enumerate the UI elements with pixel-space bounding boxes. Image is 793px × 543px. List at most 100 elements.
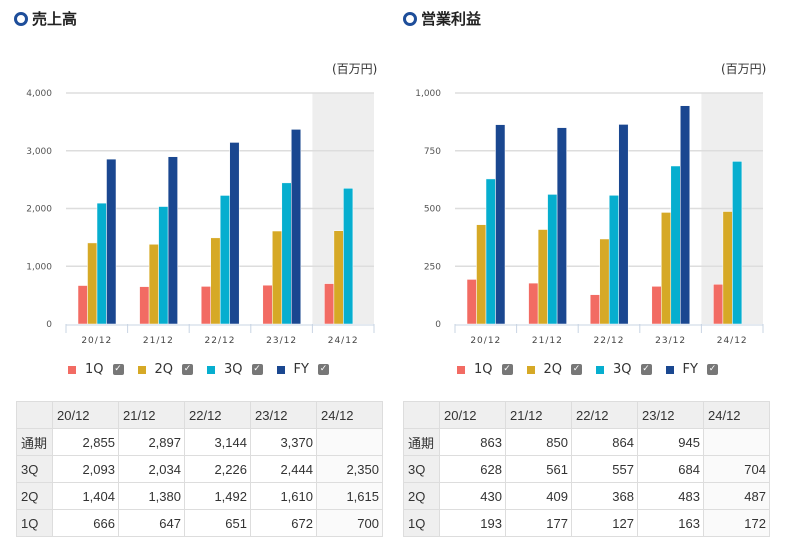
sales-legend: 1Q ✓ 2Q ✓ 3Q ✓ FY ✓ — [68, 362, 343, 377]
x-tick-label: 23/12 — [266, 336, 297, 346]
bar-2q — [537, 229, 548, 325]
bar-3q — [96, 202, 107, 325]
bar-2q — [661, 212, 672, 325]
check-icon[interactable]: ✓ — [640, 364, 652, 375]
table-cell: 409 — [505, 482, 572, 510]
check-icon[interactable]: ✓ — [571, 364, 583, 375]
table-cell: 127 — [571, 509, 638, 537]
profit-chart: 0 250 500 750 1,000 20/12 21/12 22/12 23/12 24/12 — [415, 89, 764, 346]
bar-1q — [528, 282, 539, 325]
x-tick-label: 20/12 — [81, 336, 112, 346]
table-cell: 1,380 — [118, 482, 185, 510]
legend-swatch — [276, 365, 285, 374]
x-tick-label: 22/12 — [205, 336, 236, 346]
table-cell: 704 — [703, 455, 770, 483]
x-tick-label: 20/12 — [470, 336, 501, 346]
column-header: 22/12 — [571, 401, 638, 429]
legend-item-3q[interactable]: 3Q ✓ — [596, 362, 652, 377]
table-cell: 1,404 — [52, 482, 119, 510]
table-cell: 1,615 — [316, 482, 383, 510]
check-icon[interactable]: ✓ — [706, 364, 718, 375]
table-cell: 193 — [439, 509, 506, 537]
table-row: 1Q 666 647 651 672 700 — [16, 509, 383, 537]
column-header: 24/12 — [703, 401, 770, 429]
bar-2q — [476, 224, 487, 325]
y-tick-label: 0 — [46, 320, 52, 330]
profit-legend: 1Q ✓ 2Q ✓ 3Q ✓ FY ✓ — [457, 362, 732, 377]
table-cell: 172 — [703, 509, 770, 537]
y-tick-label: 500 — [424, 205, 441, 215]
bar-3q — [547, 194, 558, 325]
column-header: 21/12 — [118, 401, 185, 429]
bar-2q — [148, 244, 159, 325]
table-row: 通期 863 850 864 945 — [403, 428, 770, 456]
table-row: 通期 2,855 2,897 3,144 3,370 — [16, 428, 383, 456]
table-cell: 430 — [439, 482, 506, 510]
legend-item-1q[interactable]: 1Q ✓ — [68, 362, 124, 377]
legend-item-fy[interactable]: FY ✓ — [665, 362, 718, 377]
table-row: 2Q 430 409 368 483 487 — [403, 482, 770, 510]
sales-unit: (百万円) — [332, 62, 378, 76]
table-cell: 368 — [571, 482, 638, 510]
bar-3q — [343, 188, 354, 325]
y-tick-label: 1,000 — [415, 89, 441, 99]
x-tick-label: 21/12 — [532, 336, 563, 346]
legend-item-fy[interactable]: FY ✓ — [276, 362, 329, 377]
check-icon[interactable]: ✓ — [112, 364, 124, 375]
row-header: 通期 — [403, 428, 440, 456]
table-cell: 1,492 — [184, 482, 251, 510]
row-header: 通期 — [16, 428, 53, 456]
header-corner — [16, 401, 53, 429]
legend-label: 2Q — [543, 362, 563, 377]
bar-1q — [713, 284, 724, 325]
table-row: 3Q 628 561 557 684 704 — [403, 455, 770, 483]
bar-fy — [495, 124, 506, 325]
table-cell: 628 — [439, 455, 506, 483]
table-cell: 863 — [439, 428, 506, 456]
y-tick-label: 0 — [435, 320, 441, 330]
table-cell: 483 — [637, 482, 704, 510]
check-icon[interactable]: ✓ — [182, 364, 194, 375]
legend-label: 2Q — [154, 362, 174, 377]
bar-1q — [77, 285, 88, 325]
bar-fy — [106, 158, 117, 325]
row-header: 1Q — [403, 509, 440, 537]
column-header: 23/12 — [250, 401, 317, 429]
profit-title-text: 営業利益 — [421, 10, 482, 28]
legend-item-2q[interactable]: 2Q ✓ — [526, 362, 583, 377]
bar-fy — [167, 156, 178, 325]
legend-label: 3Q — [224, 362, 243, 377]
legend-item-2q[interactable]: 2Q ✓ — [137, 362, 194, 377]
legend-item-1q[interactable]: 1Q ✓ — [457, 362, 513, 377]
ring-icon — [14, 11, 28, 26]
table-header-row: 20/12 21/12 22/12 23/12 24/12 — [16, 401, 383, 429]
check-icon[interactable]: ✓ — [317, 364, 329, 375]
bar-fy — [291, 129, 302, 325]
column-header: 20/12 — [439, 401, 506, 429]
sales-table: 20/12 21/12 22/12 23/12 24/12 通期 2,855 2,897 3,1… — [16, 401, 383, 537]
legend-swatch — [457, 365, 465, 374]
check-icon[interactable]: ✓ — [251, 364, 263, 375]
legend-label: FY — [682, 362, 698, 377]
table-cell — [703, 428, 770, 456]
table-row: 2Q 1,404 1,380 1,492 1,610 1,615 — [16, 482, 383, 510]
table-cell: 864 — [571, 428, 638, 456]
y-tick-label: 250 — [424, 262, 441, 272]
x-tick-label: 21/12 — [143, 336, 174, 346]
column-header: 22/12 — [184, 401, 251, 429]
bar-fy — [680, 105, 691, 325]
table-cell: 2,444 — [250, 455, 317, 483]
legend-label: FY — [293, 362, 309, 377]
row-header: 2Q — [16, 482, 53, 510]
bar-3q — [670, 165, 681, 325]
check-icon[interactable]: ✓ — [501, 364, 513, 375]
legend-item-3q[interactable]: 3Q ✓ — [207, 362, 263, 377]
legend-swatch — [137, 365, 146, 374]
y-tick-label: 2,000 — [26, 205, 52, 215]
bar-2q — [272, 230, 283, 325]
bar-1q — [324, 283, 335, 325]
table-cell: 3,370 — [250, 428, 317, 456]
bar-2q — [333, 230, 344, 325]
table-cell: 2,034 — [118, 455, 185, 483]
x-tick-label: 22/12 — [594, 336, 625, 346]
